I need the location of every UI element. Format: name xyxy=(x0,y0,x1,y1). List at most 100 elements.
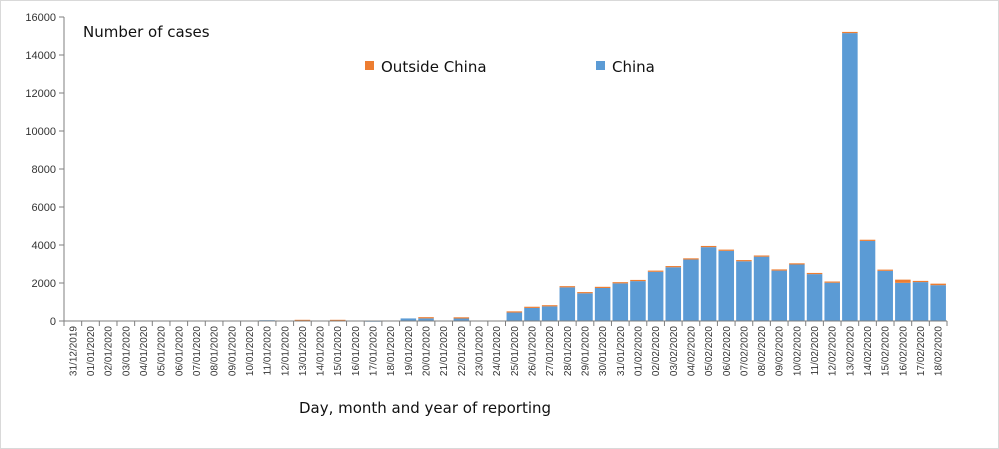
bar-china-45 xyxy=(859,240,876,321)
bar-china-32 xyxy=(630,281,646,321)
bar-china-33 xyxy=(647,271,664,321)
x-tick-label-28: 28/01/2020 xyxy=(563,326,574,376)
x-tick-label-19: 19/01/2020 xyxy=(404,326,415,376)
x-tick-label-39: 08/02/2020 xyxy=(757,326,768,376)
bar-outside-china-35 xyxy=(683,258,699,260)
bar-china-19 xyxy=(400,318,417,321)
legend: Outside China China xyxy=(365,58,655,76)
x-tick-label-46: 15/02/2020 xyxy=(881,326,892,376)
x-tick-label-36: 05/02/2020 xyxy=(704,326,715,376)
x-tick-label-34: 03/02/2020 xyxy=(669,326,680,376)
x-tick-label-13: 13/01/2020 xyxy=(298,326,309,376)
x-tick-label-16: 16/01/2020 xyxy=(351,326,362,376)
y-tick-label-2: 4000 xyxy=(32,240,56,252)
x-tick-label-42: 11/02/2020 xyxy=(810,326,821,376)
x-tick-label-6: 06/01/2020 xyxy=(174,326,185,376)
bar-china-37 xyxy=(718,250,735,321)
bar-china-36 xyxy=(700,247,717,321)
x-tick-label-33: 02/02/2020 xyxy=(651,326,662,376)
x-tick-label-18: 18/01/2020 xyxy=(386,326,397,376)
bar-outside-china-39 xyxy=(753,255,770,257)
y-axis: 0 2000 4000 6000 8000 10000 12000 14000 16000 xyxy=(25,12,65,328)
bar-outside-china-20 xyxy=(418,317,434,319)
bar-china-20 xyxy=(418,318,434,321)
bar-china-43 xyxy=(824,282,840,321)
y-tick-label-5: 10000 xyxy=(25,126,56,138)
bar-outside-china-43 xyxy=(824,281,840,283)
bar-outside-china-32 xyxy=(630,279,646,282)
y-tick-label-8: 16000 xyxy=(25,12,56,24)
bar-china-30 xyxy=(594,288,611,321)
y-tick-label-4: 8000 xyxy=(32,164,56,176)
x-tick-label-22: 22/01/2020 xyxy=(457,326,468,376)
x-tick-label-27: 27/01/2020 xyxy=(545,326,556,376)
x-tick-label-17: 17/01/2020 xyxy=(369,326,380,376)
bar-outside-china-34 xyxy=(665,266,682,268)
bar-china-38 xyxy=(736,261,752,321)
x-tick-label-2: 02/01/2020 xyxy=(104,326,115,376)
legend-swatch-outside-china xyxy=(365,61,374,70)
bar-outside-china-29 xyxy=(577,292,593,294)
bar-outside-china-48 xyxy=(912,280,929,283)
x-tick-label-44: 13/02/2020 xyxy=(845,326,856,376)
x-tick-label-25: 25/01/2020 xyxy=(510,326,521,376)
x-tick-label-38: 07/02/2020 xyxy=(739,326,750,376)
x-tick-label-30: 30/01/2020 xyxy=(598,326,609,376)
x-axis: 31/12/2019 01/01/2020 02/01/2020 03/01/2020… xyxy=(63,320,948,376)
bar-outside-china-30 xyxy=(594,286,611,288)
y-tick-label-1: 2000 xyxy=(32,278,56,290)
bars-group xyxy=(65,31,946,322)
bar-outside-china-44 xyxy=(842,31,858,34)
legend-label-outside-china: Outside China xyxy=(381,58,487,76)
x-tick-label-3: 03/01/2020 xyxy=(121,326,132,376)
x-tick-label-11: 11/01/2020 xyxy=(263,326,274,376)
x-tick-label-20: 20/01/2020 xyxy=(422,326,433,376)
bar-china-39 xyxy=(753,256,770,321)
x-tick-label-15: 15/01/2020 xyxy=(333,326,344,376)
bar-china-29 xyxy=(577,293,593,321)
y-axis-title: Number of cases xyxy=(83,23,210,41)
bar-china-31 xyxy=(612,283,629,321)
x-tick-label-0: 31/12/2019 xyxy=(68,326,79,376)
x-tick-label-40: 09/02/2020 xyxy=(775,326,786,376)
bar-china-34 xyxy=(665,267,682,321)
bar-china-27 xyxy=(541,306,558,321)
bar-china-25 xyxy=(506,312,523,321)
x-tick-label-8: 08/01/2020 xyxy=(210,326,221,376)
bar-china-41 xyxy=(789,264,805,321)
x-tick-label-21: 21/01/2020 xyxy=(439,326,450,376)
bar-outside-china-45 xyxy=(859,239,876,241)
x-tick-label-1: 01/01/2020 xyxy=(86,326,97,376)
bar-china-49 xyxy=(930,285,946,321)
bar-outside-china-22 xyxy=(453,317,470,319)
x-tick-label-14: 14/01/2020 xyxy=(316,326,327,376)
bar-outside-china-28 xyxy=(559,286,576,288)
y-tick-label-0: 0 xyxy=(50,316,56,328)
x-tick-label-49: 18/02/2020 xyxy=(934,326,945,376)
x-tick-label-29: 29/01/2020 xyxy=(580,326,591,376)
x-tick-label-45: 14/02/2020 xyxy=(863,326,874,376)
x-tick-label-31: 31/01/2020 xyxy=(616,326,627,376)
bar-china-48 xyxy=(912,282,929,321)
bar-outside-china-27 xyxy=(541,305,558,307)
bar-china-22 xyxy=(453,318,470,321)
bar-outside-china-42 xyxy=(806,272,823,275)
x-tick-label-23: 23/01/2020 xyxy=(475,326,486,376)
bar-outside-china-40 xyxy=(771,269,787,271)
x-tick-label-48: 17/02/2020 xyxy=(916,326,927,376)
bar-outside-china-15 xyxy=(329,319,346,321)
x-tick-label-5: 05/01/2020 xyxy=(157,326,168,376)
x-tick-label-47: 16/02/2020 xyxy=(898,326,909,376)
bar-china-26 xyxy=(524,307,540,321)
bar-china-42 xyxy=(806,274,823,321)
bar-outside-china-36 xyxy=(700,245,717,248)
bar-outside-china-46 xyxy=(877,269,893,271)
y-tick-label-7: 14000 xyxy=(25,50,56,62)
x-tick-label-32: 01/02/2020 xyxy=(633,326,644,376)
x-axis-title: Day, month and year of reporting xyxy=(299,399,551,417)
x-tick-label-10: 10/01/2020 xyxy=(245,326,256,376)
bar-outside-china-13 xyxy=(294,319,311,321)
bar-china-35 xyxy=(683,259,699,321)
